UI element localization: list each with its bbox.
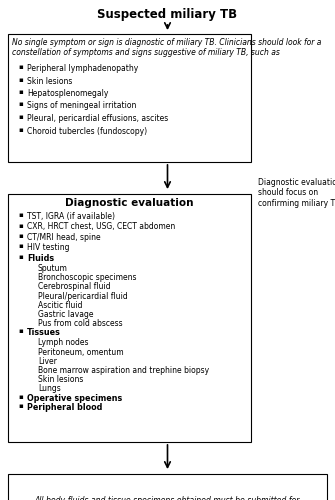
Text: CXR, HRCT chest, USG, CECT abdomen: CXR, HRCT chest, USG, CECT abdomen [27, 222, 175, 232]
Text: Pleural, pericardial effusions, ascites: Pleural, pericardial effusions, ascites [27, 114, 168, 123]
Text: Signs of meningeal irritation: Signs of meningeal irritation [27, 102, 136, 110]
Text: Lymph nodes: Lymph nodes [38, 338, 88, 347]
Text: Peripheral blood: Peripheral blood [27, 403, 103, 412]
Text: Suspected miliary TB: Suspected miliary TB [97, 8, 238, 21]
Text: ▪: ▪ [18, 233, 23, 239]
Text: ▪: ▪ [18, 76, 23, 82]
Text: ▪: ▪ [18, 64, 23, 70]
Text: Pleural/pericardial fluid: Pleural/pericardial fluid [38, 292, 128, 300]
Text: Cerebrospinal fluid: Cerebrospinal fluid [38, 282, 111, 292]
Text: Hepatosplenomegaly: Hepatosplenomegaly [27, 89, 109, 98]
Text: All body fluids and tissue specimens obtained must be submitted for
cytopatholog: All body fluids and tissue specimens obt… [18, 496, 317, 500]
Text: Ascitic fluid: Ascitic fluid [38, 301, 82, 310]
Text: ▪: ▪ [18, 403, 23, 409]
Text: ▪: ▪ [18, 89, 23, 95]
Text: ▪: ▪ [18, 394, 23, 400]
Text: Bone marrow aspiration and trephine biopsy: Bone marrow aspiration and trephine biop… [38, 366, 209, 375]
Text: Operative specimens: Operative specimens [27, 394, 122, 402]
Text: HIV testing: HIV testing [27, 244, 69, 252]
Text: ▪: ▪ [18, 254, 23, 260]
Text: Gastric lavage: Gastric lavage [38, 310, 93, 319]
Text: Diagnostic evaluation
should focus on
confirming miliary TB: Diagnostic evaluation should focus on co… [258, 178, 335, 208]
Text: No single symptom or sign is diagnostic of miliary TB. Clinicians should look fo: No single symptom or sign is diagnostic … [12, 38, 321, 47]
Text: Choroid tubercles (fundoscopy): Choroid tubercles (fundoscopy) [27, 126, 147, 136]
Text: ▪: ▪ [18, 328, 23, 334]
Text: ▪: ▪ [18, 222, 23, 228]
Text: Liver: Liver [38, 357, 57, 366]
Text: Tissues: Tissues [27, 328, 61, 338]
Text: constellation of symptoms and signs suggestive of miliary TB, such as: constellation of symptoms and signs sugg… [12, 48, 280, 57]
Text: ▪: ▪ [18, 102, 23, 107]
Text: Lungs: Lungs [38, 384, 61, 394]
Text: Diagnostic evaluation: Diagnostic evaluation [65, 198, 194, 208]
Text: ▪: ▪ [18, 114, 23, 120]
Text: Fluids: Fluids [27, 254, 54, 263]
Text: CT/MRI head, spine: CT/MRI head, spine [27, 233, 100, 242]
Text: ▪: ▪ [18, 126, 23, 132]
Text: Pus from cold abscess: Pus from cold abscess [38, 319, 123, 328]
Text: TST, IGRA (if available): TST, IGRA (if available) [27, 212, 115, 221]
Text: Skin lesions: Skin lesions [38, 375, 83, 384]
Text: Skin lesions: Skin lesions [27, 76, 72, 86]
Text: Bronchoscopic specimens: Bronchoscopic specimens [38, 273, 136, 282]
Text: ▪: ▪ [18, 212, 23, 218]
Text: Peripheral lymphadenopathy: Peripheral lymphadenopathy [27, 64, 138, 73]
Text: ▪: ▪ [18, 244, 23, 250]
Text: Sputum: Sputum [38, 264, 68, 273]
Text: Peritoneum, omentum: Peritoneum, omentum [38, 348, 124, 356]
